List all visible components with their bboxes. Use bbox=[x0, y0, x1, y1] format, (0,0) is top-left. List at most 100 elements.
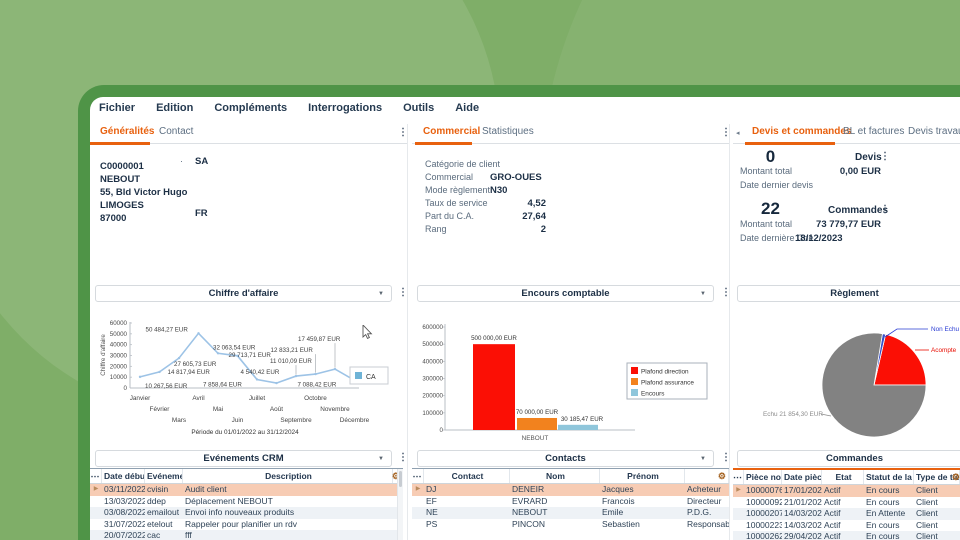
widget-selector-commandes[interactable]: Commandes bbox=[737, 450, 960, 467]
kebab-menu-icon[interactable]: ⋮ bbox=[721, 127, 731, 138]
table-row[interactable]: 31/07/2022 etelout Rappeler pour planifier… bbox=[90, 519, 403, 531]
column-header[interactable]: Statut de la pièce bbox=[864, 470, 914, 484]
gear-icon[interactable]: ⚙ bbox=[717, 471, 726, 481]
table-cell: Acheteur bbox=[687, 484, 722, 494]
table-cell: 13/03/2022 bbox=[104, 495, 145, 506]
table-row[interactable]: ▶ DJ DENEIR Jacques Acheteur bbox=[412, 484, 729, 496]
table-row[interactable]: 20/07/2022 cac fff bbox=[90, 530, 403, 540]
svg-text:7 088,42 EUR: 7 088,42 EUR bbox=[298, 381, 337, 388]
row-marker-icon bbox=[733, 497, 744, 509]
menu-item-compléments[interactable]: Compléments bbox=[214, 102, 288, 114]
table-cell: Actif bbox=[824, 531, 841, 540]
column-header[interactable]: Pièce no bbox=[744, 470, 782, 484]
chevron-down-icon[interactable]: ▼ bbox=[700, 456, 706, 462]
tab-devis-travaux-et[interactable]: Devis travaux et bbox=[908, 126, 960, 137]
chevron-down-icon[interactable]: ▼ bbox=[378, 456, 384, 462]
scrollbar-thumb[interactable] bbox=[399, 471, 402, 487]
field-separator: · bbox=[180, 156, 183, 166]
commandes-date-label: Date dernière Cde bbox=[740, 233, 814, 243]
column-header[interactable] bbox=[685, 469, 729, 483]
table-row[interactable]: 03/08/2022 emailout Envoi info nouveaux pr… bbox=[90, 507, 403, 519]
menu-item-interrogations[interactable]: Interrogations bbox=[308, 102, 383, 114]
svg-text:0: 0 bbox=[440, 427, 444, 434]
more-columns-icon[interactable]: ⋯ bbox=[412, 469, 424, 483]
column-header[interactable]: Description bbox=[183, 469, 393, 483]
table-cell: 20/07/2022 bbox=[104, 530, 145, 540]
table-row[interactable]: PS PINCON Sebastien Responsable bbox=[412, 519, 729, 531]
svg-text:0: 0 bbox=[124, 385, 128, 392]
tab-devis-et-commandes[interactable]: Devis et commandes bbox=[752, 126, 852, 137]
svg-text:Mars: Mars bbox=[172, 417, 186, 424]
menu-item-aide[interactable]: Aide bbox=[455, 102, 480, 114]
table-cell: etelout bbox=[147, 518, 173, 529]
kebab-menu-icon[interactable]: ⋮ bbox=[721, 287, 731, 298]
tab-g-n-ralit-s[interactable]: Généralités bbox=[100, 126, 155, 137]
svg-text:400000: 400000 bbox=[422, 358, 443, 365]
table-cell: Actif bbox=[824, 496, 841, 507]
client-forme: SA bbox=[195, 156, 209, 167]
table-cell: Client bbox=[916, 496, 938, 507]
kebab-menu-icon[interactable]: ⋮ bbox=[398, 452, 408, 463]
tab-statistiques[interactable]: Statistiques bbox=[482, 126, 534, 137]
more-columns-icon[interactable]: ⋯ bbox=[90, 469, 102, 483]
tabs-scroll-left-icon[interactable]: ◂ bbox=[736, 130, 740, 137]
table-cell: 03/11/2022 bbox=[104, 484, 145, 494]
svg-text:50 484,27 EUR: 50 484,27 EUR bbox=[146, 326, 189, 333]
column-header[interactable]: Etat bbox=[822, 470, 864, 484]
client-code: C0000001 bbox=[100, 161, 144, 172]
kebab-menu-icon[interactable]: ⋮ bbox=[398, 287, 408, 298]
panel-divider bbox=[407, 124, 408, 540]
kebab-menu-icon[interactable]: ⋮ bbox=[398, 127, 408, 138]
widget-selector-evenements[interactable]: Evénements CRM ▼ bbox=[95, 450, 392, 467]
chevron-down-icon[interactable]: ▼ bbox=[378, 291, 384, 297]
kebab-menu-icon[interactable]: ⋮ bbox=[721, 452, 731, 463]
menu-item-fichier[interactable]: Fichier bbox=[99, 102, 136, 114]
row-marker-icon bbox=[90, 496, 102, 508]
tabs-devis-commandes: ◂ Devis et commandes BL et factures Devis t… bbox=[733, 124, 960, 145]
table-row[interactable]: NE NEBOUT Emile P.D.G. bbox=[412, 507, 729, 519]
column-header[interactable]: Contact bbox=[424, 469, 510, 483]
svg-text:7 858,64 EUR: 7 858,64 EUR bbox=[203, 381, 242, 388]
tab-commercial[interactable]: Commercial bbox=[423, 126, 481, 137]
column-header[interactable]: Date pièce bbox=[784, 470, 822, 484]
widget-selector-encours[interactable]: Encours comptable ▼ bbox=[417, 285, 714, 302]
table-row[interactable]: ▶ 03/11/2022 cvisin Audit client bbox=[90, 484, 403, 496]
app-window: Fichier Edition Compléments Interrogations O… bbox=[78, 85, 960, 540]
tab-bl-et-factures[interactable]: BL et factures bbox=[843, 126, 905, 137]
menu-item-edition[interactable]: Edition bbox=[156, 102, 194, 114]
svg-text:10000: 10000 bbox=[110, 374, 128, 381]
table-cell: En cours bbox=[866, 496, 900, 507]
widget-title: Contacts bbox=[545, 453, 586, 464]
column-header[interactable]: Evénement bbox=[145, 469, 183, 483]
widget-selector-reglement[interactable]: Règlement bbox=[737, 285, 960, 302]
kebab-menu-icon[interactable]: ⋮ bbox=[880, 204, 890, 215]
svg-text:17 459,87 EUR: 17 459,87 EUR bbox=[298, 336, 341, 343]
widget-selector-contacts[interactable]: Contacts ▼ bbox=[417, 450, 714, 467]
menu-item-outils[interactable]: Outils bbox=[403, 102, 435, 114]
table-scrollbar[interactable] bbox=[397, 469, 403, 540]
more-columns-icon[interactable]: ⋯ bbox=[733, 470, 744, 484]
active-tab-underline bbox=[745, 142, 835, 145]
field-label: Commercial bbox=[425, 172, 474, 182]
chevron-down-icon[interactable]: ▼ bbox=[700, 291, 706, 297]
tab-contact[interactable]: Contact bbox=[159, 126, 194, 137]
svg-text:70 000,00 EUR: 70 000,00 EUR bbox=[516, 409, 559, 416]
column-header[interactable]: Date début bbox=[104, 469, 145, 483]
widget-selector-chiffre-affaire[interactable]: Chiffre d'affaire ▼ bbox=[95, 285, 392, 302]
devis-montant: 0,00 EUR bbox=[839, 166, 881, 177]
gear-icon[interactable]: ⚙ bbox=[951, 472, 960, 482]
table-header-row: ⋯ Contact Nom Prénom ⚙ bbox=[412, 469, 729, 484]
column-header[interactable]: Nom bbox=[510, 469, 600, 483]
kebab-menu-icon[interactable]: ⋮ bbox=[880, 151, 890, 162]
column-header[interactable]: Prénom bbox=[600, 469, 685, 483]
table-row[interactable]: EF EVRARD Francois Directeur bbox=[412, 496, 729, 508]
devis-count: 0 bbox=[765, 147, 776, 166]
gear-icon[interactable]: ⚙ bbox=[391, 471, 400, 481]
table-row[interactable]: 13/03/2022 ddep Déplacement NEBOUT bbox=[90, 496, 403, 508]
